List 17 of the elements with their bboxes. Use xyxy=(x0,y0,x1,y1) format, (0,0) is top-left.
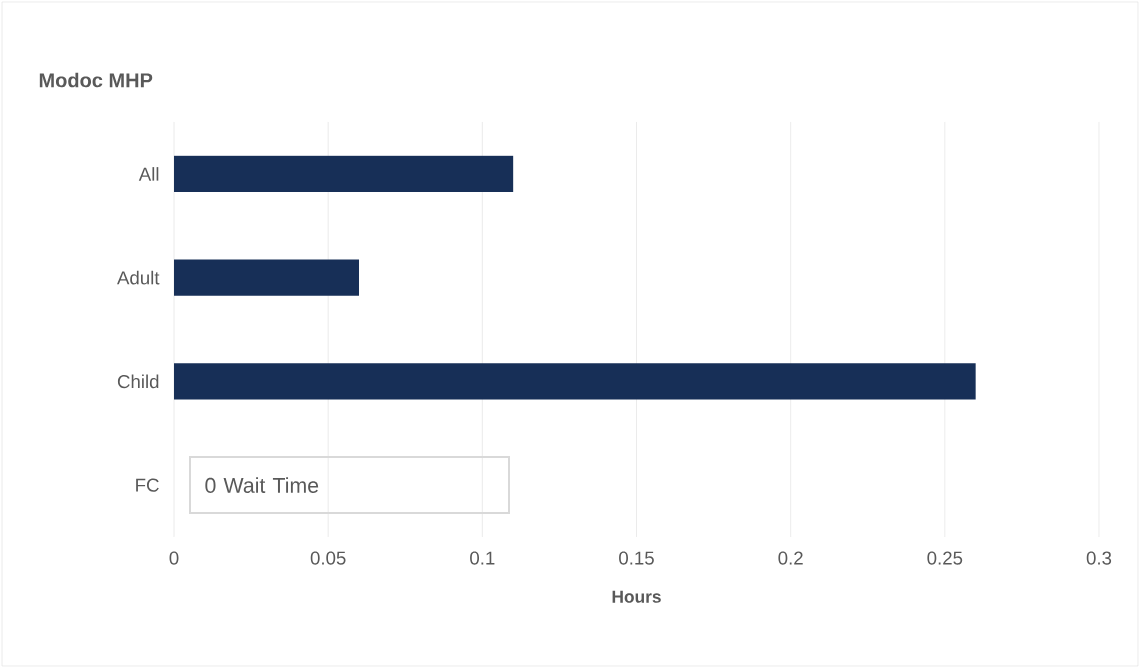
chart-title: Modoc MHP xyxy=(39,72,153,88)
bar xyxy=(174,259,360,296)
annotation: 0 Wait Time xyxy=(205,477,319,493)
y-tick-label: Child xyxy=(117,374,159,389)
x-tick-label: 0.1 xyxy=(470,551,495,565)
x-tick-label: 0.15 xyxy=(619,551,654,565)
x-tick-label: 0.05 xyxy=(310,551,346,565)
x-tick-label: 0.25 xyxy=(927,551,963,565)
x-tick-label: 0.2 xyxy=(778,551,803,565)
y-tick-label: FC xyxy=(136,478,159,492)
x-axis-title: Hours xyxy=(612,590,661,603)
y-tick-label: Adult xyxy=(117,270,160,285)
x-tick-label: 0.3 xyxy=(1086,551,1112,565)
x-tick-label: 0 xyxy=(169,551,179,565)
bar xyxy=(174,363,976,400)
y-tick-label: All xyxy=(138,167,159,181)
bar xyxy=(174,155,514,193)
